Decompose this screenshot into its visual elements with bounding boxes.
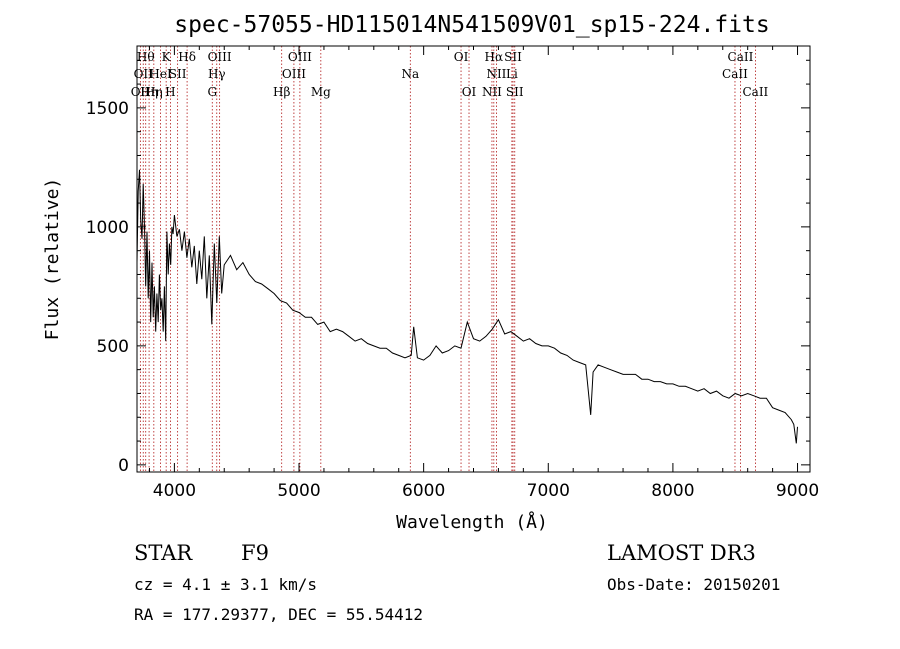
y-tick-label: 1000	[86, 218, 129, 238]
spectral-line-label: SII	[169, 67, 187, 81]
x-tick-label: 5000	[277, 481, 320, 501]
spectral-line-label: OI	[462, 85, 477, 99]
y-tick-label: 0	[118, 456, 129, 476]
spectral-line-label: H	[165, 85, 175, 99]
axis-ticks: 4000 5000 6000 7000 8000 9000 0 500 1000 1500	[86, 46, 819, 501]
x-axis-label: Wavelength (Å)	[396, 511, 548, 533]
object-class: STAR	[134, 541, 193, 565]
spectral-line-label: OIII	[282, 67, 306, 81]
spectral-line-label: Na	[401, 67, 419, 81]
spectral-line-markers	[139, 46, 756, 472]
y-tick-label: 500	[97, 337, 129, 357]
spectral-line-label: CaII	[728, 50, 754, 64]
spectral-line-label: HeI	[149, 67, 172, 81]
x-tick-label: 8000	[651, 481, 694, 501]
spectral-line-label: Hθ	[137, 50, 155, 64]
spectral-line-label: Hγ	[208, 67, 226, 81]
chart-title: spec-57055-HD115014N541509V01_sp15-224.f…	[174, 12, 769, 38]
y-axis-label: Flux (relative)	[42, 178, 63, 341]
survey-name: LAMOST DR3	[607, 541, 756, 565]
x-tick-label: 6000	[402, 481, 445, 501]
spectral-line-label: NII	[482, 85, 502, 99]
y-tick-label: 1500	[86, 99, 129, 119]
spectral-line-label: Hη	[145, 85, 163, 99]
spectral-line-label: SII	[504, 50, 522, 64]
object-subclass: F9	[241, 541, 269, 565]
spectral-line-label: OI	[454, 50, 469, 64]
x-tick-label: 9000	[776, 481, 819, 501]
spectral-line-label: Mg	[311, 85, 331, 99]
spectrum-series-line	[136, 169, 798, 444]
spectral-line-label: CaII	[722, 67, 748, 81]
x-tick-label: 7000	[527, 481, 570, 501]
obs-date: Obs-Date: 20150201	[607, 575, 780, 594]
spectral-line-label: SII	[506, 85, 524, 99]
spectral-line-label: Hα	[485, 50, 504, 64]
plot-frame	[136, 45, 811, 473]
spectral-line-label: G	[207, 85, 217, 99]
spectral-line-label: Hβ	[273, 85, 290, 99]
spectral-line-label: OII	[134, 67, 154, 81]
spectral-line-label: NII	[486, 67, 506, 81]
spectral-line-label: K	[162, 50, 172, 64]
spectral-line-label: OIII	[208, 50, 232, 64]
spectral-line-label: Hη	[140, 85, 158, 99]
redshift-cz: cz = 4.1 ± 3.1 km/s	[134, 575, 317, 594]
spectral-line-label: Li	[506, 67, 518, 81]
spectral-line-label: OII	[131, 85, 151, 99]
coordinates: RA = 177.29377, DEC = 55.54412	[134, 605, 423, 624]
spectral-line-label: Hδ	[178, 50, 196, 64]
spectral-line-label: OIII	[288, 50, 312, 64]
spectral-line-label: CaII	[742, 85, 768, 99]
x-tick-label: 4000	[153, 481, 196, 501]
